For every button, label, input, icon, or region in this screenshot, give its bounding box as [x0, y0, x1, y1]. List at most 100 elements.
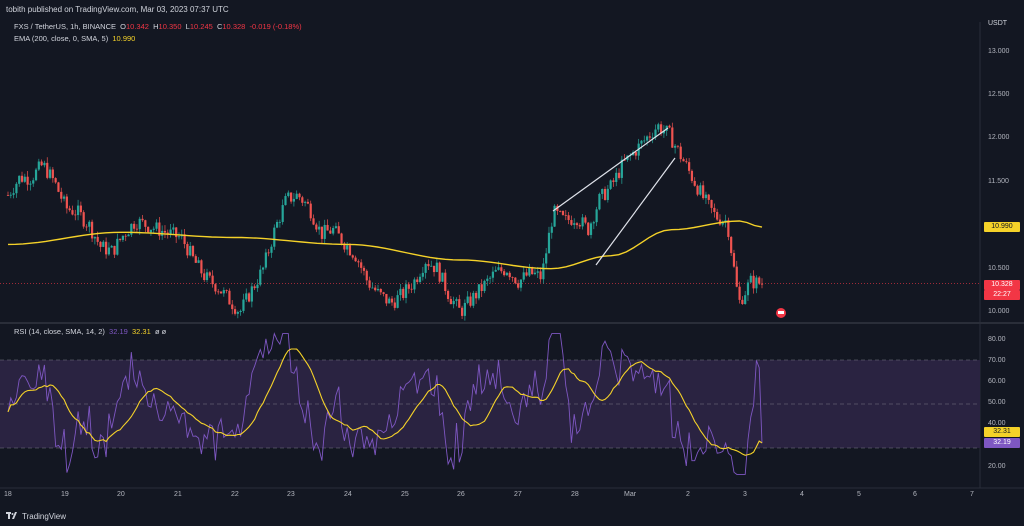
candle-body [351, 255, 354, 258]
time-tick: 24 [344, 491, 352, 498]
candle-body [716, 211, 719, 220]
candle-body [486, 278, 489, 281]
time-tick: 22 [231, 491, 239, 498]
candle-body [158, 222, 161, 236]
candle-body [704, 194, 708, 199]
candle-body [29, 183, 32, 185]
candle-body [365, 270, 368, 281]
candle-body [40, 161, 43, 166]
candle-body [133, 223, 136, 229]
candle-body [12, 193, 15, 195]
candle-body [693, 180, 696, 186]
candle-body [43, 162, 46, 166]
candle-body [418, 276, 422, 282]
open-value: 10.342 [126, 22, 149, 31]
candle-body [270, 246, 273, 253]
candle-body [559, 210, 562, 212]
ema-legend[interactable]: EMA (200, close, 0, SMA, 5) 10.990 [14, 34, 135, 43]
candle-body [203, 273, 206, 281]
candle-body [194, 256, 197, 263]
candle-body [553, 205, 556, 227]
candle-body [6, 195, 10, 196]
candle-body [107, 247, 111, 255]
candle-body [245, 293, 248, 300]
candle-body [175, 227, 178, 238]
candle-body [407, 284, 410, 289]
time-tick: 27 [514, 491, 522, 498]
candle-body [127, 234, 130, 237]
candle-body [348, 245, 352, 256]
candle-body [298, 193, 301, 198]
candle-body [603, 189, 607, 200]
candle-body [23, 176, 26, 182]
trendline-upper [552, 127, 669, 212]
symbol-legend[interactable]: FXS / TetherUS, 1h, BINANCE O10.342 H10.… [14, 22, 302, 31]
candle-body [732, 253, 736, 267]
candle-body [155, 222, 158, 229]
brand[interactable]: TradingView [6, 511, 66, 521]
time-tick: 2 [686, 491, 690, 498]
candle-body [668, 125, 671, 128]
rsi-legend[interactable]: RSI (14, close, SMA, 14, 2) 32.19 32.31 … [14, 327, 166, 336]
candle-body [404, 284, 408, 298]
candle-body [413, 279, 416, 290]
candle-body [68, 208, 71, 211]
time-tick: Mar [624, 491, 637, 498]
candle-body [472, 292, 475, 306]
top-bar: tobith published on TradingView.com, Mar… [0, 0, 1024, 22]
candle-body [74, 214, 77, 216]
candle-body [360, 262, 363, 268]
candle-body [318, 226, 321, 230]
candle-body [295, 193, 298, 199]
candle-body [449, 298, 452, 305]
candle-body [219, 291, 223, 294]
candle-body [236, 312, 239, 314]
candle-body [20, 175, 24, 182]
candle-body [48, 169, 52, 178]
candle-body [309, 203, 312, 219]
candle-body [505, 272, 509, 276]
candle-body [34, 169, 38, 181]
candle-body [682, 159, 685, 162]
price-tick: 12.000 [988, 134, 1010, 141]
candle-body [528, 267, 531, 276]
candle-body [654, 129, 657, 138]
candle-body [82, 212, 85, 227]
price-tick: 12.500 [988, 91, 1010, 98]
candle-body [500, 267, 503, 272]
candle-body [567, 215, 570, 221]
candle-body [393, 302, 396, 308]
candle-body [292, 198, 296, 202]
candle-body [396, 295, 399, 308]
candle-body [589, 223, 593, 235]
candle-body [738, 286, 741, 300]
candle-body [514, 277, 517, 284]
candle-body [121, 235, 125, 240]
candle-body [578, 225, 581, 227]
candle-body [222, 290, 225, 294]
candle-body [688, 162, 691, 171]
candle-body [354, 257, 357, 262]
candle-body [197, 260, 200, 263]
tradingview-logo-icon [6, 512, 17, 519]
change-value: -0.019 (-0.18%) [249, 22, 302, 31]
candle-body [435, 262, 438, 273]
candle-body [402, 288, 405, 298]
candle-body [379, 288, 382, 293]
candle-body [332, 228, 335, 234]
symbol-label: FXS / TetherUS, 1h, BINANCE [14, 22, 116, 31]
candle-body [587, 222, 590, 235]
candle-body [727, 220, 730, 237]
candle-body [416, 279, 419, 282]
candle-body [511, 277, 514, 278]
candle-body [601, 189, 604, 194]
candle-body [410, 288, 413, 290]
candle-body [102, 241, 105, 247]
time-tick: 18 [4, 491, 12, 498]
candle-body [385, 293, 388, 304]
rsi-tick: 50.00 [988, 399, 1006, 406]
candle-body [113, 245, 116, 255]
candle-body [674, 145, 677, 148]
candle-body [458, 299, 461, 308]
